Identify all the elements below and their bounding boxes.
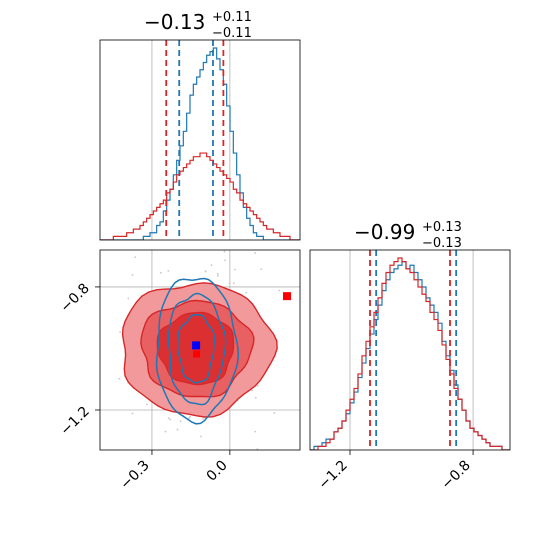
panel-frame	[309, 249, 511, 451]
sample-point	[216, 274, 219, 277]
y-axis-ticks: −1.2 −0.8	[57, 280, 100, 439]
sample-point	[179, 420, 182, 423]
histogram-area	[310, 250, 510, 450]
sample-point	[127, 297, 130, 300]
joint-panel: −0.3 0.0 −1.2 −0.8	[57, 222, 329, 500]
title-value: −0.99	[354, 220, 415, 244]
grid-lines	[349, 250, 474, 450]
sample-point	[167, 270, 170, 272]
grid-lines	[151, 40, 231, 240]
sample-point	[202, 418, 205, 420]
sample-point	[223, 250, 226, 253]
x-tick-label: −1.2	[315, 458, 350, 493]
center-marker-red	[193, 350, 201, 358]
contour-blue-mid	[167, 292, 227, 406]
sample-point	[232, 282, 235, 285]
contour-blue-outer	[155, 277, 240, 425]
sample-point	[176, 428, 179, 431]
sample-point	[254, 430, 257, 433]
sample-point	[172, 454, 174, 456]
title-plus: +0.11	[212, 10, 252, 25]
x-tick-label: −0.3	[117, 458, 152, 493]
sample-point	[327, 331, 329, 333]
y-tick-label: −1.2	[57, 404, 92, 439]
sample-point	[131, 412, 134, 415]
contour-blue-inner	[177, 314, 215, 384]
sample-point	[216, 272, 219, 275]
x-tick-label: −0.8	[439, 458, 474, 493]
sample-point	[204, 270, 207, 273]
histogram-red	[310, 257, 510, 450]
sample-point	[256, 448, 259, 450]
sample-point	[278, 289, 281, 292]
panel-title: −0.99 +0.13 −0.13	[354, 220, 462, 251]
sample-point	[167, 417, 170, 420]
panel-frame	[99, 249, 301, 451]
sample-point	[146, 403, 148, 406]
sample-point	[228, 282, 231, 285]
sample-point	[118, 377, 121, 380]
truth-marker-blue	[192, 341, 201, 350]
histogram-red	[100, 152, 300, 240]
sample-point	[119, 331, 121, 334]
truth-marker-red	[283, 292, 292, 301]
sample-point	[134, 256, 137, 259]
contour-area	[104, 222, 329, 500]
sample-point	[104, 498, 106, 500]
histogram-blue	[100, 47, 300, 240]
sample-point	[188, 417, 191, 419]
x-axis-ticks: −1.2 −0.8	[315, 450, 474, 493]
sample-point	[224, 259, 226, 262]
sample-point	[245, 291, 248, 294]
sample-point	[177, 242, 179, 244]
sample-point	[234, 268, 237, 271]
marginal-panel-param-1: −0.13 +0.11 −0.11	[99, 10, 301, 241]
title-plus: +0.13	[422, 220, 462, 235]
marginal-panel-param-2: −1.2 −0.8 −0.99 +0.13 −0.13	[309, 220, 511, 493]
x-tick-label: 0.0	[204, 458, 231, 485]
sample-point	[199, 435, 202, 438]
panel-frame	[99, 39, 301, 241]
y-tick-label: −0.8	[57, 280, 92, 315]
sample-point	[251, 389, 254, 392]
histogram-blue	[310, 261, 510, 450]
sample-point	[131, 273, 134, 276]
title-minus: −0.13	[422, 236, 462, 251]
title-minus: −0.11	[212, 26, 252, 41]
sample-point	[254, 396, 257, 399]
sample-point	[126, 222, 128, 224]
x-axis-ticks: −0.3 0.0	[117, 450, 231, 493]
histogram-area	[100, 40, 300, 240]
sample-point	[260, 268, 263, 271]
sample-point	[273, 412, 276, 414]
sample-point	[210, 264, 213, 267]
panel-title: −0.13 +0.11 −0.11	[144, 10, 252, 41]
sample-point	[169, 418, 171, 421]
sample-point	[159, 271, 162, 274]
sample-point	[256, 384, 259, 387]
title-value: −0.13	[144, 10, 205, 34]
sample-point	[254, 252, 256, 254]
sample-point	[164, 430, 167, 433]
